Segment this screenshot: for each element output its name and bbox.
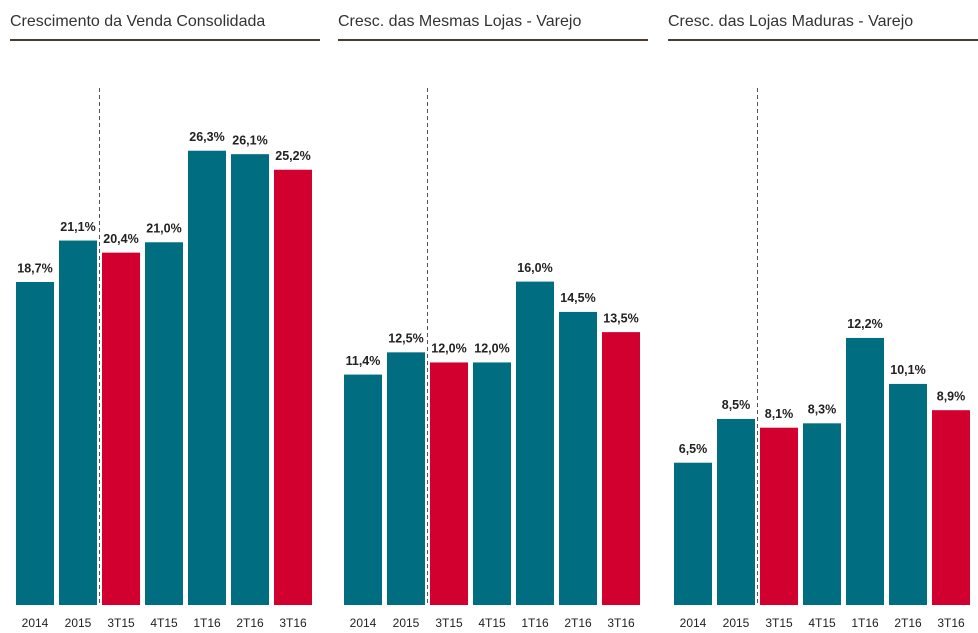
value-label: 21,1% — [60, 220, 95, 234]
value-label: 11,4% — [346, 354, 381, 368]
x-tick-label: 3T15 — [107, 616, 135, 630]
bar — [932, 410, 970, 605]
chart-title: Cresc. das Lojas Maduras - Varejo — [668, 13, 913, 30]
value-label: 26,1% — [232, 133, 267, 147]
bar — [231, 154, 269, 605]
bar — [188, 150, 226, 605]
value-label: 6,5% — [679, 442, 708, 456]
bar — [559, 311, 597, 605]
bar — [516, 281, 554, 605]
x-tick-label: 2014 — [680, 616, 707, 630]
bar — [602, 332, 640, 605]
value-label: 12,2% — [847, 317, 882, 331]
value-label: 14,5% — [560, 291, 595, 305]
x-tick-label: 1T16 — [851, 616, 879, 630]
x-tick-label: 3T16 — [937, 616, 965, 630]
bar — [473, 362, 511, 605]
bar — [889, 383, 927, 605]
bar — [387, 352, 425, 605]
x-tick-label: 2T16 — [894, 616, 922, 630]
bar — [102, 252, 140, 606]
x-tick-label: 4T15 — [808, 616, 836, 630]
bar — [16, 282, 54, 605]
bar — [59, 240, 97, 605]
bar — [717, 418, 755, 605]
x-tick-label: 3T16 — [607, 616, 635, 630]
value-label: 8,3% — [808, 403, 837, 417]
x-tick-label: 3T16 — [279, 616, 307, 630]
value-label: 26,3% — [189, 130, 224, 144]
value-label: 8,1% — [765, 407, 794, 421]
bar — [344, 374, 382, 605]
x-tick-label: 2T16 — [564, 616, 592, 630]
value-label: 21,0% — [146, 222, 181, 236]
bar — [846, 337, 884, 605]
x-tick-label: 2014 — [350, 616, 377, 630]
value-label: 18,7% — [17, 261, 52, 275]
x-tick-label: 2015 — [723, 616, 750, 630]
bar — [430, 362, 468, 605]
x-tick-label: 2014 — [22, 616, 49, 630]
x-tick-label: 4T15 — [150, 616, 178, 630]
x-tick-label: 3T15 — [435, 616, 463, 630]
value-label: 16,0% — [517, 261, 552, 275]
chart-title: Cresc. das Mesmas Lojas - Varejo — [338, 13, 581, 30]
x-tick-label: 2015 — [65, 616, 92, 630]
value-label: 12,0% — [474, 342, 509, 356]
bar — [803, 423, 841, 605]
bar — [674, 462, 712, 605]
bar — [274, 169, 312, 605]
chart-title: Crescimento da Venda Consolidada — [10, 13, 265, 30]
x-tick-label: 3T15 — [765, 616, 793, 630]
bar — [760, 427, 798, 605]
value-label: 12,0% — [431, 342, 466, 356]
value-label: 12,5% — [388, 332, 423, 346]
x-tick-label: 1T16 — [193, 616, 221, 630]
x-tick-label: 4T15 — [478, 616, 506, 630]
value-label: 8,5% — [722, 398, 751, 412]
x-tick-label: 2T16 — [236, 616, 264, 630]
value-label: 13,5% — [603, 311, 638, 325]
bar — [145, 242, 183, 606]
x-tick-label: 1T16 — [521, 616, 549, 630]
value-label: 20,4% — [103, 232, 138, 246]
x-tick-label: 2015 — [393, 616, 420, 630]
value-label: 25,2% — [275, 149, 310, 163]
value-label: 10,1% — [890, 363, 925, 377]
value-label: 8,9% — [937, 389, 966, 403]
